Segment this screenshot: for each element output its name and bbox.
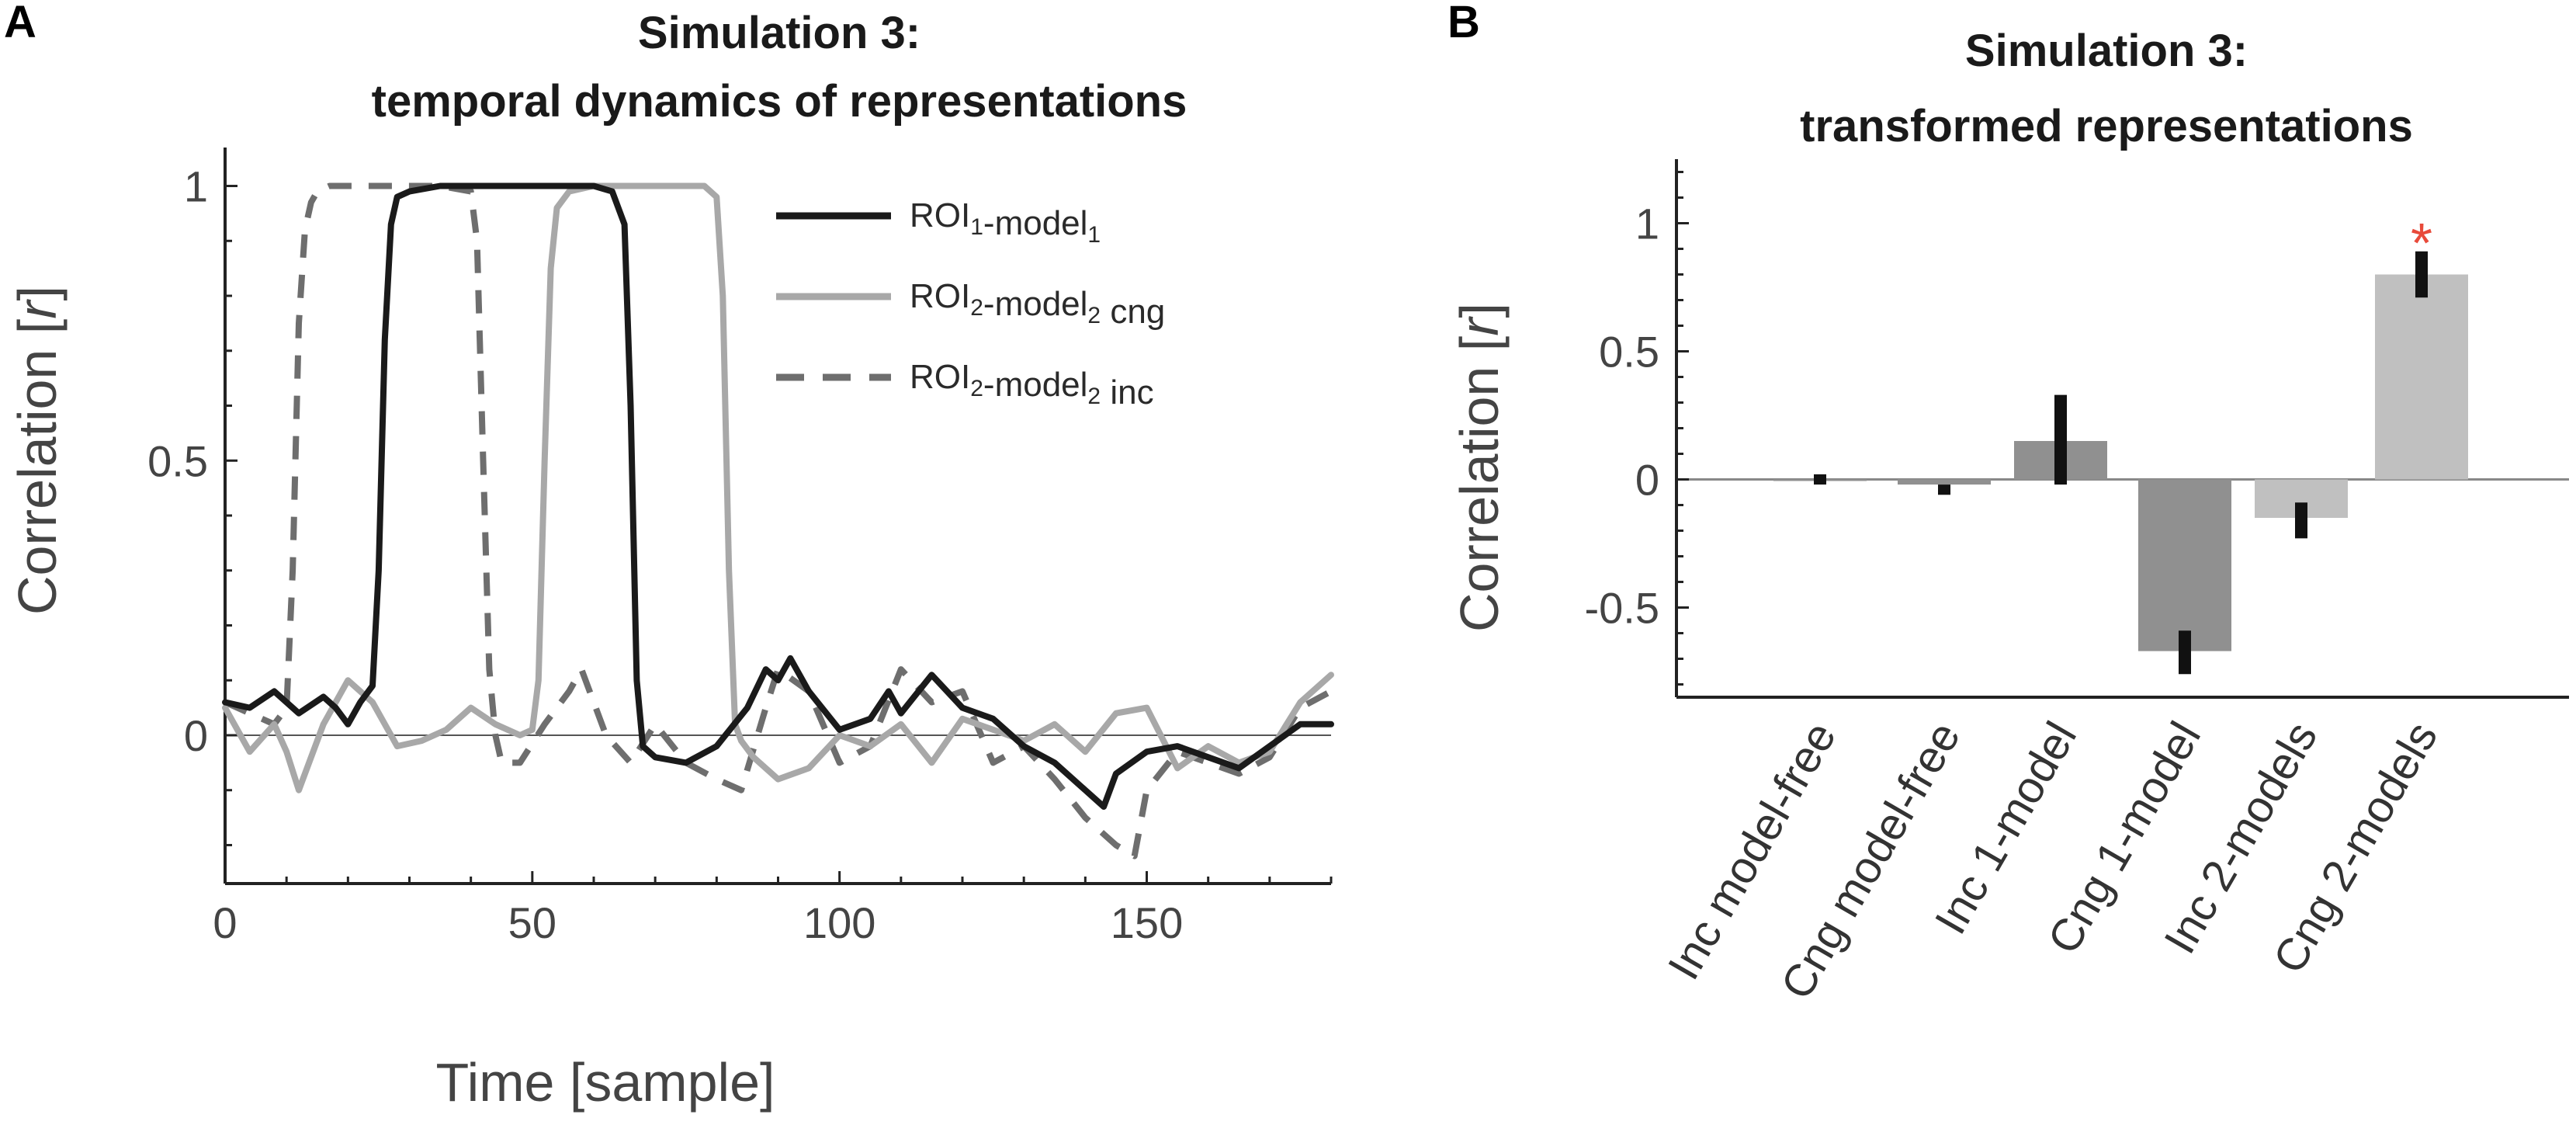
panel-a-title-line1: Simulation 3: — [638, 8, 920, 58]
panel-b-letter: B — [1447, 0, 1480, 47]
panel-b-y-axis-label: Correlation [r] — [1449, 303, 1510, 632]
panel-b-y-tick-label: -0.5 — [1585, 584, 1660, 633]
panel-b-title-line2: transformed representations — [1800, 101, 2413, 151]
panel-a-title-line2: temporal dynamics of representations — [372, 76, 1187, 127]
panel-b-y-tick-label: 1 — [1635, 200, 1659, 248]
legend-label-0: ROI1-model1 — [910, 196, 1101, 248]
bar-3 — [2138, 479, 2231, 651]
legend-label-2: ROI2-model2 inc — [910, 358, 1154, 411]
panel-a-legend: ROI1-model1 ROI2-model2 cng ROI2-model2 in… — [776, 196, 1165, 411]
panel-a-x-axis-label: Time [sample] — [436, 1052, 775, 1113]
significance-star: * — [2411, 213, 2432, 275]
panel-a-letter: A — [4, 0, 36, 47]
panel-a-lines — [222, 182, 1334, 859]
panel-a: A Simulation 3: temporal dynamics of rep… — [4, 0, 1334, 1113]
series-line-2 — [224, 182, 1333, 859]
legend-label-1: ROI2-model2 cng — [910, 277, 1165, 331]
series-line-0 — [222, 182, 1334, 810]
panel-a-x-tick-label: 0 — [213, 898, 237, 947]
panel-a-y-tick-label: 1 — [184, 162, 208, 211]
panel-a-x-tick-label: 150 — [1111, 898, 1183, 947]
panel-b-y-tick-label: 0.5 — [1599, 328, 1659, 377]
series-line-1 — [222, 182, 1334, 793]
panel-a-x-tick-label: 50 — [508, 898, 556, 947]
panel-a-y-axis-label: Correlation [r] — [7, 286, 68, 615]
panel-b-y-tick-label: 0 — [1635, 456, 1659, 505]
panel-a-axes: 0 50 100 150 0 0.5 1 — [147, 148, 1333, 947]
panel-a-y-tick-label: 0 — [184, 711, 208, 760]
panel-b: B Simulation 3: transformed representati… — [1447, 0, 2569, 1008]
bar-5 — [2375, 274, 2468, 480]
panel-a-x-tick-label: 100 — [803, 898, 875, 947]
bar-1 — [1898, 479, 1991, 485]
panel-b-title-line1: Simulation 3: — [1965, 26, 2248, 76]
panel-a-y-tick-label: 0.5 — [147, 436, 208, 485]
